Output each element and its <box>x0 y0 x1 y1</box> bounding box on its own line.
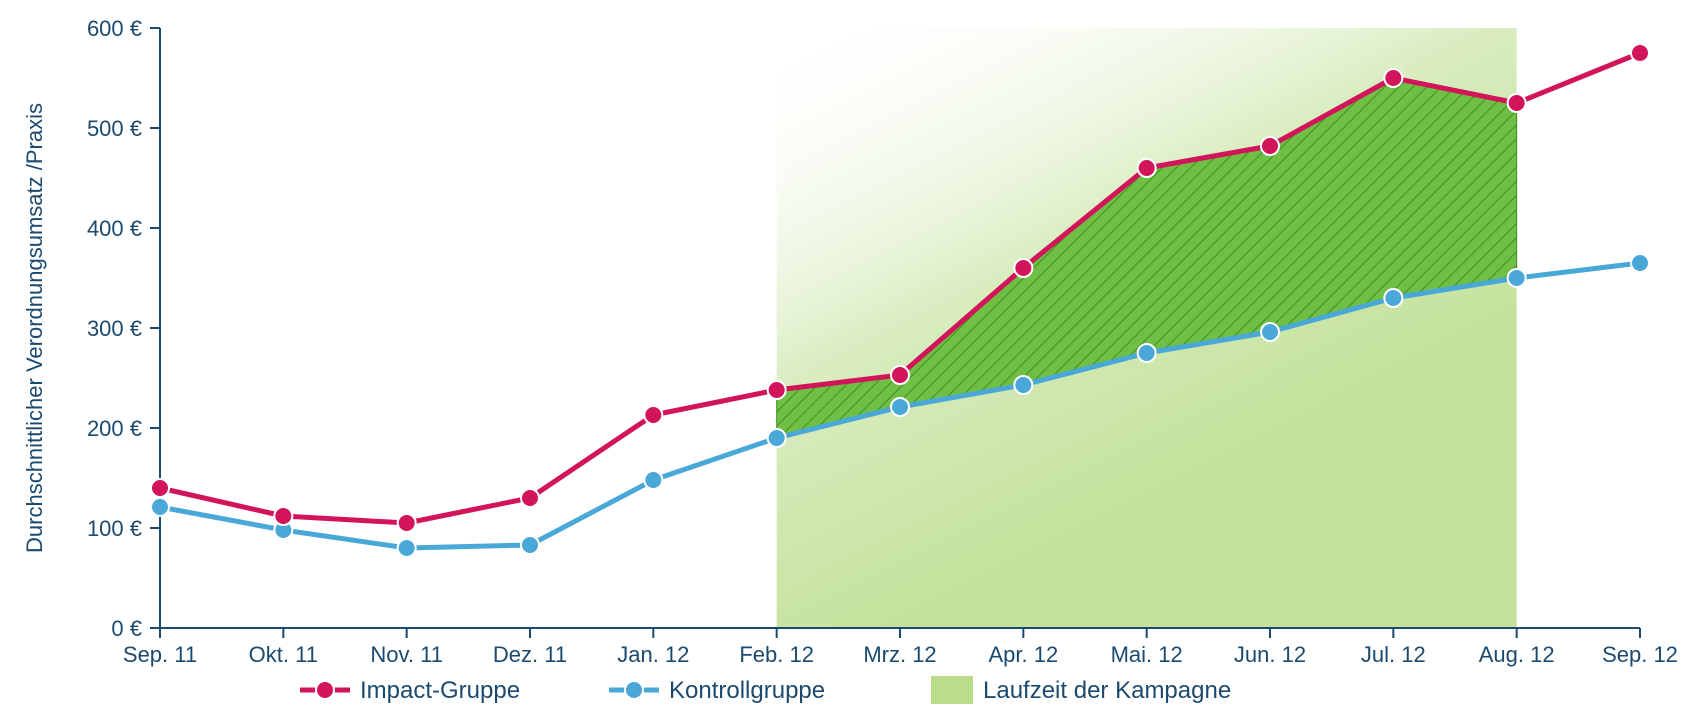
series-marker-control <box>1384 289 1402 307</box>
x-tick-label: Jun. 12 <box>1234 642 1306 667</box>
x-tick-label: Jan. 12 <box>617 642 689 667</box>
series-marker-impact <box>151 479 169 497</box>
series-marker-control <box>1138 344 1156 362</box>
y-tick-label: 500 € <box>87 116 142 141</box>
y-tick-label: 100 € <box>87 516 142 541</box>
y-tick-label: 400 € <box>87 216 142 241</box>
legend-marker-impact <box>316 681 334 699</box>
series-marker-impact <box>1508 94 1526 112</box>
legend-marker-control <box>625 681 643 699</box>
series-marker-impact <box>274 507 292 525</box>
x-tick-label: Sep. 12 <box>1602 642 1678 667</box>
series-marker-control <box>521 536 539 554</box>
y-tick-label: 200 € <box>87 416 142 441</box>
y-tick-label: 0 € <box>111 616 142 641</box>
x-tick-label: Apr. 12 <box>988 642 1058 667</box>
series-marker-impact <box>768 381 786 399</box>
y-tick-label: 300 € <box>87 316 142 341</box>
series-marker-control <box>644 471 662 489</box>
x-tick-label: Mai. 12 <box>1111 642 1183 667</box>
series-marker-control <box>398 539 416 557</box>
x-tick-label: Sep. 11 <box>123 642 197 667</box>
series-marker-impact <box>1261 137 1279 155</box>
revenue-chart: 0 € 100 € 200 € 300 € 400 € 500 € 600 € Durchsc… <box>0 0 1704 727</box>
series-marker-control <box>1014 376 1032 394</box>
y-tick-label: 600 € <box>87 16 142 41</box>
series-marker-control <box>1631 254 1649 272</box>
x-tick-label: Nov. 11 <box>370 642 443 667</box>
series-marker-impact <box>891 366 909 384</box>
legend-label-impact: Impact-Gruppe <box>360 677 520 704</box>
series-marker-impact <box>1138 159 1156 177</box>
series-marker-impact <box>398 514 416 532</box>
y-axis-title: Durchschnittlicher Verordnungsumsatz /Pr… <box>22 103 47 553</box>
chart-container: 0 € 100 € 200 € 300 € 400 € 500 € 600 € Durchsc… <box>0 0 1704 727</box>
x-tick-label: Aug. 12 <box>1479 642 1555 667</box>
series-marker-impact <box>1384 69 1402 87</box>
legend-label-campaign: Laufzeit der Kampagne <box>983 677 1231 704</box>
series-marker-impact <box>521 489 539 507</box>
x-tick-label: Feb. 12 <box>739 642 814 667</box>
series-marker-control <box>1508 269 1526 287</box>
x-tick-label: Mrz. 12 <box>863 642 936 667</box>
x-tick-label: Dez. 11 <box>493 642 567 667</box>
series-marker-control <box>1261 323 1279 341</box>
series-marker-control <box>891 398 909 416</box>
legend-swatch-campaign <box>931 676 973 704</box>
legend-label-control: Kontrollgruppe <box>669 677 825 704</box>
series-marker-impact <box>1014 259 1032 277</box>
series-marker-control <box>151 498 169 516</box>
x-tick-label: Jul. 12 <box>1361 642 1426 667</box>
series-marker-impact <box>1631 44 1649 62</box>
series-marker-impact <box>644 406 662 424</box>
series-marker-control <box>768 429 786 447</box>
x-tick-label: Okt. 11 <box>249 642 318 667</box>
